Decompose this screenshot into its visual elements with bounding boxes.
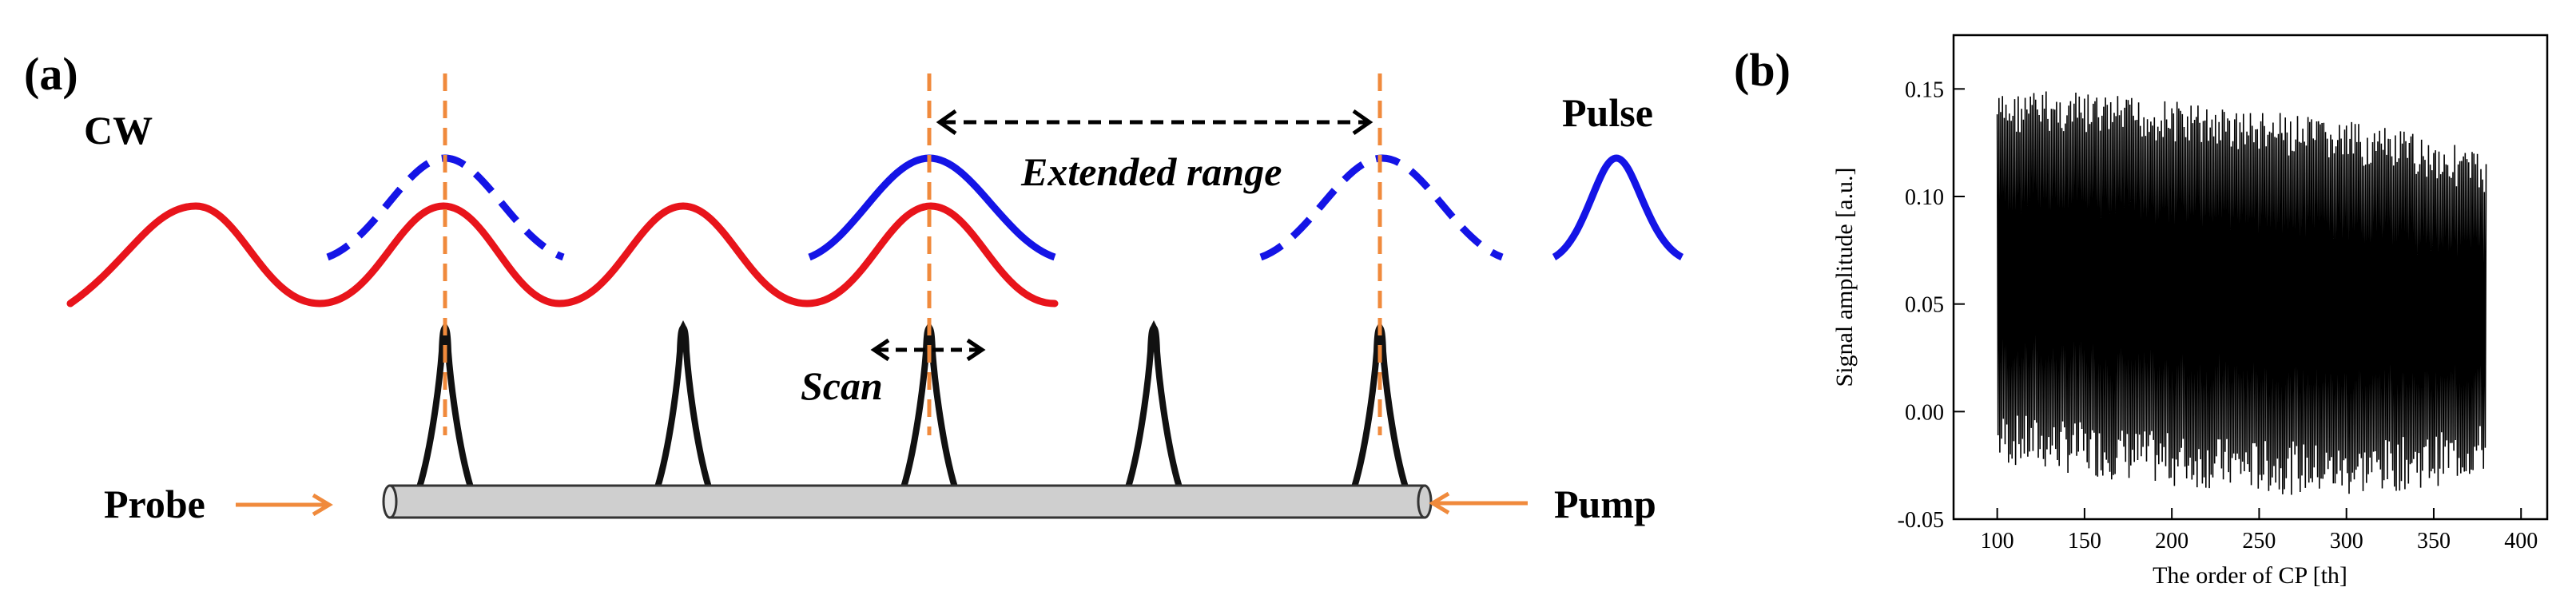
probe-label: Probe: [104, 482, 205, 526]
y-tick-label: -0.05: [1898, 508, 1944, 533]
x-tick-label: 250: [2242, 529, 2276, 554]
plot-frame: [1952, 34, 2549, 521]
x-axis-label: The order of CP [th]: [2153, 562, 2347, 589]
y-tick-label: 0.05: [1905, 293, 1944, 318]
scan-arrow: [870, 338, 986, 362]
x-tick-label: 100: [1981, 529, 2014, 554]
x-axis-ticks: 100 150 200 250 300 350 400: [1981, 508, 2538, 554]
panel-a-diagram: (a) CW Pulse: [24, 48, 1684, 526]
x-tick-label: 200: [2155, 529, 2188, 554]
panel-b-label: (b): [1734, 44, 1791, 96]
y-tick-label: 0.00: [1905, 400, 1944, 425]
pump-label: Pump: [1554, 482, 1656, 526]
x-tick-label: 150: [2068, 529, 2101, 554]
y-tick-label: 0.10: [1905, 185, 1944, 210]
optical-fiber: [382, 484, 1433, 519]
x-tick-label: 350: [2417, 529, 2451, 554]
extended-range-arrow: [936, 109, 1373, 136]
y-axis-ticks: -0.05 0.00 0.05 0.10 0.15: [1898, 77, 1965, 533]
y-axis-label: Signal amplitude [a.u.]: [1831, 168, 1858, 387]
scan-label: Scan: [801, 363, 883, 408]
panel-b-chart: (b) -0.05 0.00 0.05 0.10 0.15 100 150 200 250 30…: [1734, 34, 2549, 589]
cw-wave: [66, 202, 1059, 308]
cw-label: CW: [84, 108, 153, 153]
extended-range-label: Extended range: [1020, 149, 1282, 194]
pump-arrow: [1429, 491, 1528, 515]
signal-trace: [1996, 91, 2487, 495]
brillouin-gain-peaks: [416, 320, 1409, 489]
position-markers: [443, 73, 1382, 435]
y-tick-label: 0.15: [1905, 77, 1944, 102]
x-tick-label: 300: [2330, 529, 2363, 554]
pulse-wave-solid-right: [1552, 154, 1684, 261]
pulse-label: Pulse: [1562, 90, 1653, 135]
panel-a-label: (a): [24, 48, 78, 100]
pulse-wave-dashed-right: [1259, 154, 1504, 261]
peak-2: [654, 320, 712, 489]
peak-4: [1125, 320, 1183, 489]
probe-arrow: [236, 493, 333, 517]
x-tick-label: 400: [2504, 529, 2538, 554]
